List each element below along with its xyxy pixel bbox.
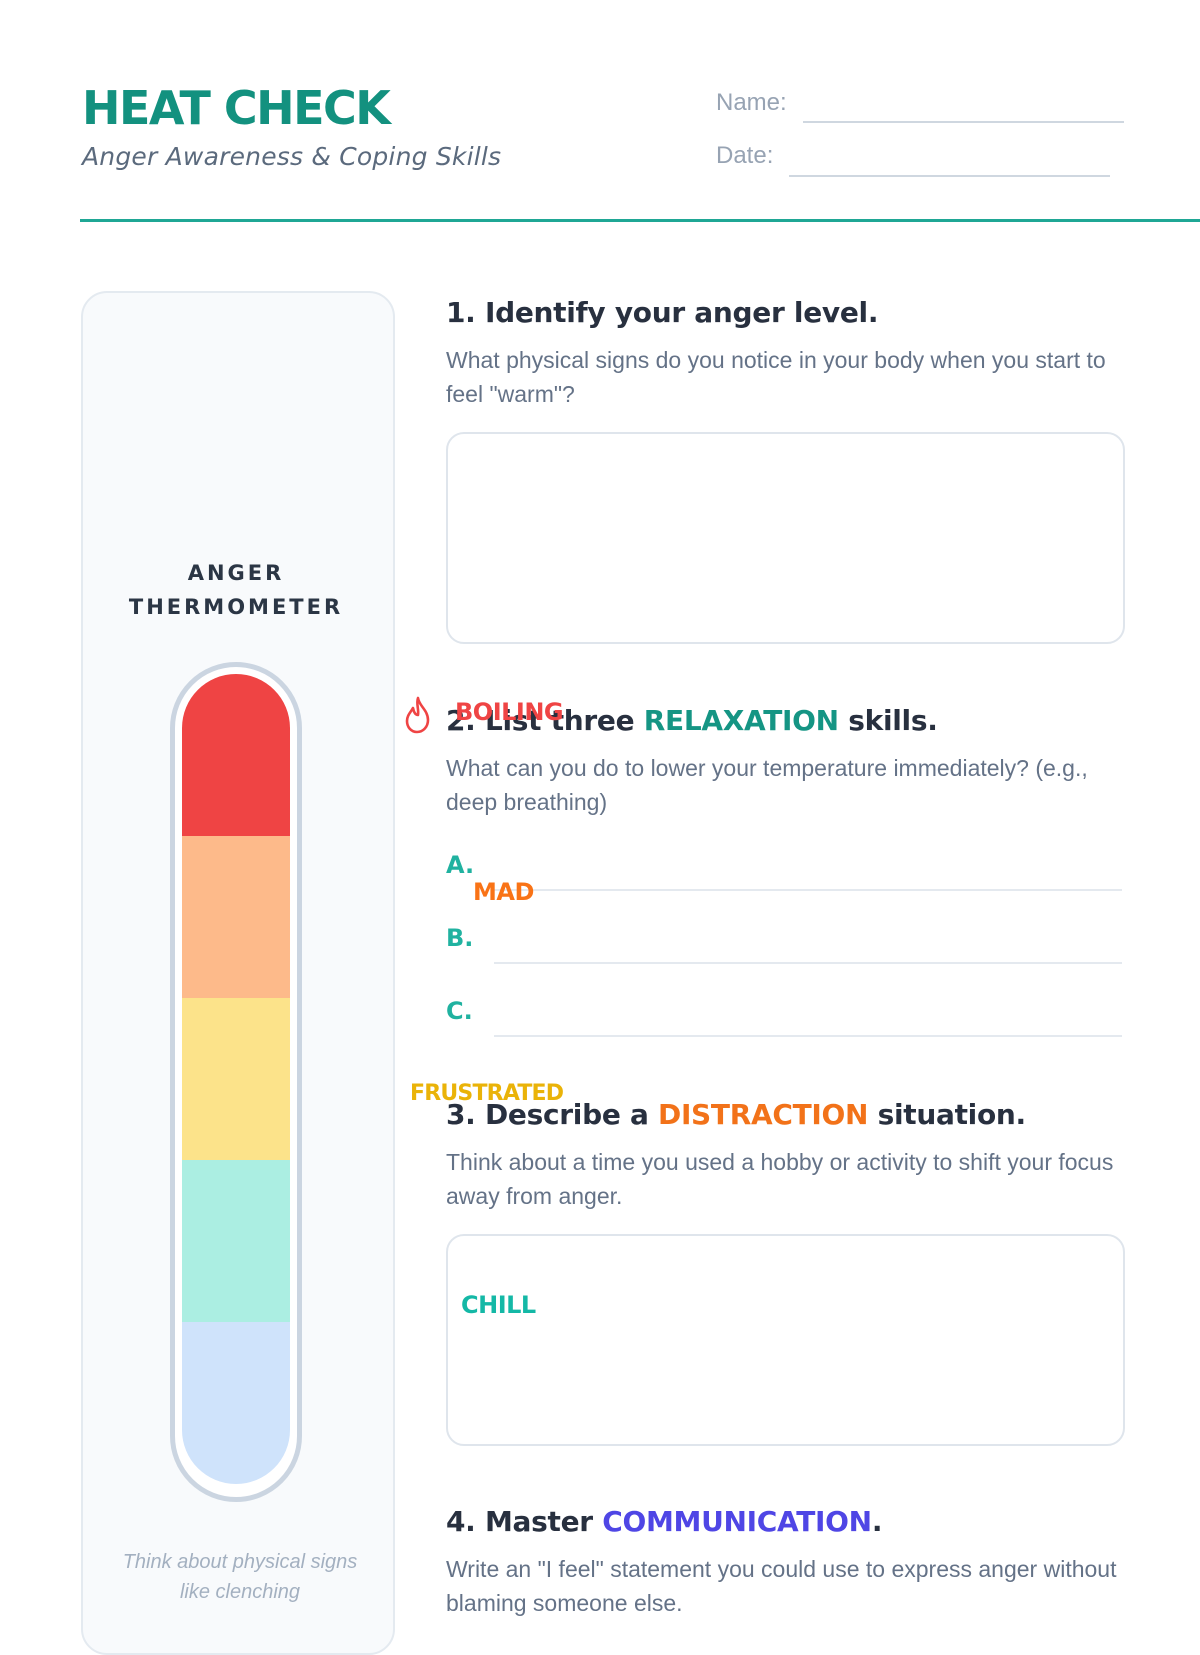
thermometer-heading-line1: ANGER: [187, 561, 285, 585]
question-4-title-suffix: .: [871, 1505, 883, 1538]
question-2-title: 2. List three RELAXATION skills.: [446, 704, 938, 737]
header-divider: [80, 219, 1200, 222]
question-1-answer-box[interactable]: [446, 432, 1125, 644]
question-1-description: What physical signs do you notice in you…: [446, 347, 1106, 407]
question-3-description: Think about a time you used a hobby or a…: [446, 1149, 1114, 1209]
question-2-title-prefix: 2. List three: [446, 704, 644, 737]
question-2-title-suffix: skills.: [838, 704, 938, 737]
zone-chill-band: [182, 1160, 290, 1322]
date-label: Date:: [716, 142, 774, 169]
question-2-description: What can you do to lower your temperatur…: [446, 755, 1088, 815]
zone-calm-band: [182, 1322, 290, 1484]
name-field[interactable]: [803, 121, 1124, 123]
zone-boiling-label: BOILING: [455, 698, 564, 726]
question-4-title-highlight: COMMUNICATION: [602, 1505, 872, 1538]
zone-mad-band: [182, 836, 290, 998]
flame-icon: [405, 696, 430, 734]
skill-a-label: A.: [446, 851, 475, 879]
question-4-title-prefix: 4. Master: [446, 1505, 603, 1538]
zone-boiling-band: [182, 674, 290, 836]
worksheet-title: HEAT CHECK: [82, 81, 391, 135]
question-3-title: 3. Describe a DISTRACTION situation.: [446, 1098, 1026, 1131]
skill-b-line[interactable]: [494, 962, 1122, 964]
thermometer-hint: Think about physical signs like clenchin…: [122, 1551, 358, 1603]
zone-frustrated-label: FRUSTRATED: [410, 1081, 564, 1106]
question-4-description: Write an "I feel" statement you could us…: [446, 1556, 1117, 1616]
question-2-title-highlight: RELAXATION: [643, 704, 839, 737]
worksheet-subtitle: Anger Awareness & Coping Skills: [82, 142, 502, 171]
zone-chill-label: CHILL: [461, 1291, 536, 1319]
question-3-answer-box[interactable]: [446, 1234, 1125, 1446]
thermometer-heading-line2: THERMOMETER: [128, 595, 344, 619]
date-field[interactable]: [789, 175, 1110, 177]
zone-frustrated-band: [182, 998, 290, 1160]
thermometer-scale: [182, 674, 290, 1484]
question-1-title: 1. Identify your anger level.: [446, 296, 879, 329]
thermometer-heading: ANGER THERMOMETER: [96, 556, 376, 624]
question-3-title-prefix: 3. Describe a: [446, 1098, 658, 1131]
skill-a-line[interactable]: [494, 889, 1122, 891]
question-4-title: 4. Master COMMUNICATION.: [446, 1505, 882, 1538]
question-3-title-highlight: DISTRACTION: [658, 1098, 869, 1131]
zone-mad-label: MAD: [473, 878, 534, 906]
skill-b-label: B.: [446, 924, 474, 952]
skill-c-line[interactable]: [494, 1035, 1122, 1037]
skill-c-label: C.: [446, 997, 473, 1025]
name-label: Name:: [716, 89, 787, 116]
question-3-title-suffix: situation.: [868, 1098, 1027, 1131]
